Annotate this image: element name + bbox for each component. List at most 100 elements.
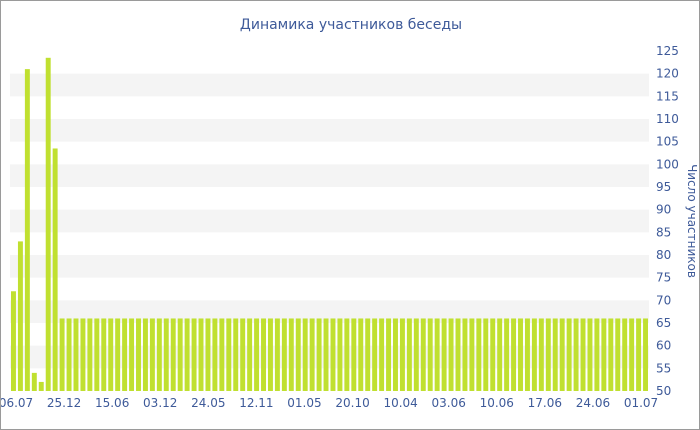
bar[interactable] <box>94 318 100 391</box>
bar[interactable] <box>295 318 301 391</box>
bar[interactable] <box>552 318 558 391</box>
bar[interactable] <box>559 318 565 391</box>
bar[interactable] <box>393 318 398 391</box>
bar[interactable] <box>462 318 468 391</box>
bar[interactable] <box>524 318 530 391</box>
bar[interactable] <box>469 318 475 391</box>
bar[interactable] <box>594 318 600 391</box>
bar[interactable] <box>309 318 315 391</box>
bar[interactable] <box>420 318 426 391</box>
bar[interactable] <box>212 318 218 391</box>
bar[interactable] <box>365 318 371 391</box>
bar[interactable] <box>545 318 551 391</box>
bar[interactable] <box>24 69 30 391</box>
bar[interactable] <box>413 318 419 391</box>
bar[interactable] <box>52 148 58 391</box>
bar[interactable] <box>629 318 635 391</box>
bar[interactable] <box>163 318 169 391</box>
bar[interactable] <box>247 318 253 391</box>
bar[interactable] <box>267 318 273 391</box>
bar[interactable] <box>538 318 544 391</box>
x-tick-label: 01.05 <box>287 396 321 410</box>
bar[interactable] <box>142 318 148 391</box>
bar[interactable] <box>191 318 197 391</box>
bar[interactable] <box>386 318 392 391</box>
bar[interactable] <box>344 318 350 391</box>
bar[interactable] <box>205 318 211 391</box>
bar[interactable] <box>66 318 72 391</box>
bar[interactable] <box>115 318 121 391</box>
x-axis-ticks: 06.07 25.12 15.06 03.12 24.05 12.11 01.05 20.10… <box>1 396 658 410</box>
bar[interactable] <box>643 318 648 391</box>
bar[interactable] <box>11 291 16 391</box>
bar[interactable] <box>136 318 141 391</box>
bar[interactable] <box>87 318 93 391</box>
grid-band <box>10 73 649 97</box>
bar[interactable] <box>448 318 454 391</box>
bar[interactable] <box>636 318 642 391</box>
bar[interactable] <box>337 318 343 391</box>
bar[interactable] <box>518 318 523 391</box>
bar[interactable] <box>149 318 155 391</box>
bar[interactable] <box>17 241 23 391</box>
bar[interactable] <box>483 318 489 391</box>
bar[interactable] <box>406 318 412 391</box>
bar[interactable] <box>233 318 239 391</box>
bar[interactable] <box>476 318 482 391</box>
bar[interactable] <box>490 318 496 391</box>
bar[interactable] <box>323 318 329 391</box>
bar[interactable] <box>427 318 433 391</box>
bar[interactable] <box>622 318 628 391</box>
bar[interactable] <box>379 318 385 391</box>
bar[interactable] <box>455 318 461 391</box>
x-tick-label: 06.07 <box>1 396 33 410</box>
bar[interactable] <box>59 318 65 391</box>
bar[interactable] <box>261 318 266 391</box>
bar[interactable] <box>45 57 51 392</box>
bar[interactable] <box>122 318 128 391</box>
bar[interactable] <box>31 372 37 391</box>
bar[interactable] <box>504 318 510 391</box>
bar[interactable] <box>399 318 405 391</box>
bar[interactable] <box>240 318 246 391</box>
bar[interactable] <box>615 318 621 391</box>
bar[interactable] <box>226 318 232 391</box>
bar[interactable] <box>372 318 378 391</box>
bar[interactable] <box>608 318 614 391</box>
bar[interactable] <box>170 318 176 391</box>
bar[interactable] <box>531 318 537 391</box>
bar[interactable] <box>316 318 322 391</box>
bar[interactable] <box>330 318 336 391</box>
bar[interactable] <box>73 318 79 391</box>
bar[interactable] <box>302 318 308 391</box>
y-tick-label: 70 <box>656 293 671 307</box>
grid-band <box>10 255 649 278</box>
bar[interactable] <box>441 318 447 391</box>
bar[interactable] <box>566 318 572 391</box>
bar[interactable] <box>101 318 107 391</box>
bar[interactable] <box>358 318 364 391</box>
bar[interactable] <box>156 318 162 391</box>
bar[interactable] <box>497 318 503 391</box>
bar[interactable] <box>184 318 190 391</box>
bar[interactable] <box>177 318 183 391</box>
bar[interactable] <box>198 318 204 391</box>
bar[interactable] <box>434 318 440 391</box>
bar[interactable] <box>281 318 287 391</box>
bar[interactable] <box>219 318 225 391</box>
bar[interactable] <box>601 318 607 391</box>
bar[interactable] <box>108 318 114 391</box>
bar[interactable] <box>38 381 44 391</box>
bar[interactable] <box>288 318 294 391</box>
bar[interactable] <box>274 318 280 391</box>
bar[interactable] <box>511 318 517 391</box>
bar[interactable] <box>80 318 86 391</box>
grid-bands <box>10 73 649 369</box>
bar[interactable] <box>129 318 135 391</box>
bar[interactable] <box>580 318 586 391</box>
y-tick-label: 95 <box>656 180 671 194</box>
bar[interactable] <box>587 318 593 391</box>
bar[interactable] <box>254 318 260 391</box>
bar[interactable] <box>573 318 579 391</box>
bar[interactable] <box>351 318 357 391</box>
